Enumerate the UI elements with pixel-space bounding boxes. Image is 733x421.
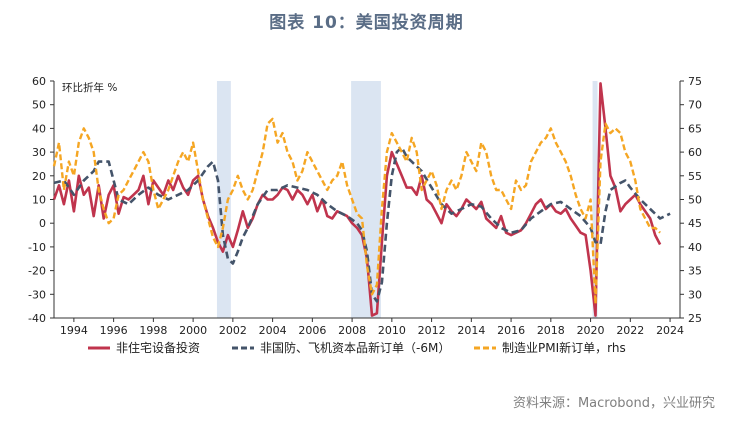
right-tick-label: 75 bbox=[688, 75, 702, 88]
x-tick-label: 1996 bbox=[100, 324, 128, 337]
legend: 非住宅设备投资 非国防、飞机资本品新订单（-6M） 制造业PMI新订单，rhs bbox=[88, 340, 626, 355]
right-tick-label: 40 bbox=[688, 241, 702, 254]
left-tick-label: 60 bbox=[32, 75, 46, 88]
recession-bands bbox=[216, 81, 598, 318]
right-tick-label: 35 bbox=[688, 265, 702, 278]
x-tick-label: 1998 bbox=[139, 324, 167, 337]
series-layer bbox=[52, 82, 671, 317]
x-tick-label: 2002 bbox=[219, 324, 247, 337]
legend-label-3: 制造业PMI新订单，rhs bbox=[502, 340, 626, 355]
right-tick-label: 50 bbox=[688, 194, 702, 207]
right-tick-label: 30 bbox=[688, 288, 702, 301]
right-tick-label: 65 bbox=[688, 122, 702, 135]
left-tick-label: 30 bbox=[32, 146, 46, 159]
legend-label-1: 非住宅设备投资 bbox=[116, 340, 200, 355]
x-tick-label: 2020 bbox=[577, 324, 605, 337]
left-tick-label: -10 bbox=[28, 241, 46, 254]
left-tick-label: 0 bbox=[39, 217, 46, 230]
left-tick-label: 50 bbox=[32, 99, 46, 112]
left-tick-label: 40 bbox=[32, 122, 46, 135]
legend-label-2: 非国防、飞机资本品新订单（-6M） bbox=[260, 340, 450, 355]
chart-title: 图表 10：美国投资周期 bbox=[269, 13, 464, 33]
left-tick-label: 10 bbox=[32, 194, 46, 207]
series-line-1 bbox=[52, 82, 662, 317]
x-tick-label: 2016 bbox=[497, 324, 525, 337]
left-tick-label: 20 bbox=[32, 170, 46, 183]
x-tick-label: 2000 bbox=[179, 324, 207, 337]
right-tick-label: 25 bbox=[688, 312, 702, 325]
x-tick-label: 2008 bbox=[338, 324, 366, 337]
x-tick-label: 2014 bbox=[457, 324, 485, 337]
x-tick-label: 1994 bbox=[60, 324, 88, 337]
x-tick-label: 2012 bbox=[418, 324, 446, 337]
right-tick-label: 70 bbox=[688, 99, 702, 112]
left-tick-label: -20 bbox=[28, 265, 46, 278]
source-note: 资料来源：Macrobond，兴业研究 bbox=[512, 396, 715, 411]
axes: 环比折年 % -40 -30 -20 -10 0 10 20 30 40 50 60 25 30 35 40 4… bbox=[28, 75, 702, 337]
recession-band bbox=[351, 81, 381, 318]
right-tick-label: 55 bbox=[688, 170, 702, 183]
series-line-3 bbox=[52, 117, 661, 305]
right-tick-label: 60 bbox=[688, 146, 702, 159]
x-tick-label: 2018 bbox=[537, 324, 565, 337]
x-tick-label: 2022 bbox=[616, 324, 644, 337]
x-tick-label: 2024 bbox=[656, 324, 684, 337]
left-tick-label: -40 bbox=[28, 312, 46, 325]
y-unit-label: 环比折年 % bbox=[62, 81, 117, 94]
x-tick-label: 2004 bbox=[259, 324, 287, 337]
recession-band bbox=[592, 81, 598, 318]
recession-band bbox=[216, 81, 231, 318]
left-tick-label: -30 bbox=[28, 288, 46, 301]
series-line-2 bbox=[53, 146, 671, 303]
right-tick-label: 45 bbox=[688, 217, 702, 230]
x-tick-label: 2006 bbox=[298, 324, 326, 337]
x-tick-label: 2010 bbox=[378, 324, 406, 337]
